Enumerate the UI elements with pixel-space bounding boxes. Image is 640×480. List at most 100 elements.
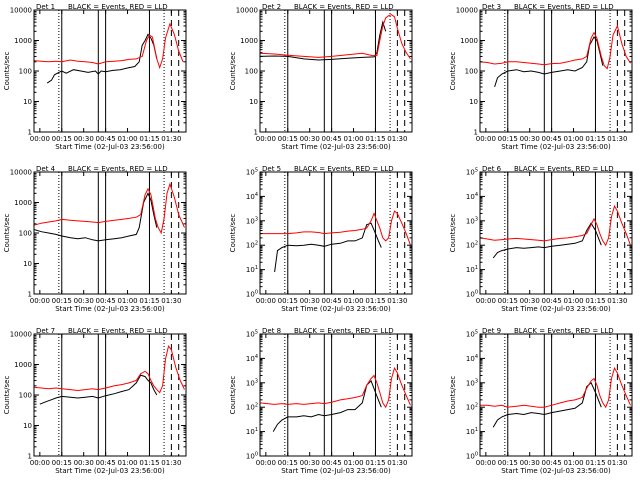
x-axis-label: Start Time (02-Jul-03 23:56:00)	[501, 305, 611, 313]
series-events	[492, 381, 602, 428]
x-tick-label: 00:00	[256, 459, 276, 467]
x-tick-label: 00:30	[74, 135, 94, 143]
y-tick-label: 102	[246, 241, 258, 250]
y-tick-label: 10	[249, 98, 258, 106]
y-tick-label: 100	[466, 452, 478, 461]
x-tick-label: 00:30	[300, 459, 320, 467]
y-tick-label: 101	[466, 427, 478, 436]
y-tick-label: 101	[246, 427, 258, 436]
series-events	[46, 33, 158, 84]
x-tick-label: 01:15	[139, 297, 159, 305]
x-tick-label: 00:45	[542, 297, 562, 305]
x-tick-label: 01:30	[387, 297, 407, 305]
y-tick-label: 100	[246, 290, 258, 299]
panel-title: Det 4	[36, 165, 56, 173]
y-tick-label: 103	[246, 216, 258, 225]
series-lld	[480, 366, 631, 409]
y-tick-label: 10000	[236, 7, 258, 15]
plot-frame	[33, 171, 187, 295]
x-tick-label: 00:15	[498, 135, 518, 143]
series-events	[33, 192, 158, 242]
panel-title: Det 7	[36, 327, 55, 335]
detector-panel-2: 00:00 00:15 00:30 00:45 01:00 01:15 01:30 1 10 10…	[229, 3, 413, 151]
series-events	[494, 36, 604, 88]
panel-subtitle: BLACK = Events, RED = LLD	[294, 327, 394, 335]
x-tick-label: 01:00	[343, 135, 363, 143]
panel-subtitle: BLACK = Events, RED = LLD	[514, 3, 614, 11]
series-lld	[479, 204, 631, 247]
y-tick-label: 104	[246, 354, 258, 363]
panel-subtitle: BLACK = Events, RED = LLD	[68, 327, 168, 335]
panel-title: Det 5	[262, 165, 281, 173]
y-tick-label: 1000	[460, 37, 478, 45]
x-tick-label: 00:30	[74, 297, 94, 305]
x-tick-label: 01:15	[585, 135, 605, 143]
panel-subtitle: BLACK = Events, RED = LLD	[68, 165, 168, 173]
x-tick-label: 00:00	[256, 135, 276, 143]
series-lld	[33, 344, 185, 394]
x-tick-label: 00:45	[322, 135, 342, 143]
x-axis-label: Start Time (02-Jul-03 23:56:00)	[55, 143, 165, 151]
x-tick-label: 00:00	[476, 135, 496, 143]
y-tick-label: 10000	[10, 7, 32, 15]
y-tick-label: 1	[28, 129, 32, 137]
series-events	[259, 20, 387, 61]
panel-subtitle: BLACK = Events, RED = LLD	[514, 327, 614, 335]
y-tick-label: 102	[466, 403, 478, 412]
x-tick-label: 00:45	[322, 297, 342, 305]
x-tick-label: 00:45	[322, 459, 342, 467]
series-lld	[259, 14, 411, 60]
y-tick-label: 10	[23, 422, 32, 430]
x-tick-label: 00:30	[74, 459, 94, 467]
y-axis-label: Counts/sec	[229, 52, 237, 91]
x-tick-label: 01:30	[161, 135, 181, 143]
y-axis-label: Counts/sec	[449, 376, 457, 415]
y-tick-label: 104	[466, 192, 478, 201]
plot-frame	[479, 9, 633, 133]
y-tick-label: 100	[466, 290, 478, 299]
panel-title: Det 2	[262, 3, 281, 11]
x-tick-label: 01:15	[365, 135, 385, 143]
x-tick-label: 01:15	[585, 459, 605, 467]
y-tick-label: 10000	[10, 331, 32, 339]
y-tick-label: 10	[23, 260, 32, 268]
plot-frame	[259, 171, 413, 295]
y-tick-label: 1000	[14, 361, 32, 369]
series-lld	[260, 210, 411, 246]
panel-title: Det 8	[262, 327, 281, 335]
panel-subtitle: BLACK = Events, RED = LLD	[294, 165, 394, 173]
panel-title: Det 1	[36, 3, 55, 11]
y-tick-label: 100	[19, 68, 32, 76]
x-tick-label: 00:00	[476, 459, 496, 467]
series-events	[272, 380, 382, 432]
x-tick-label: 00:00	[256, 297, 276, 305]
x-tick-label: 00:15	[52, 135, 72, 143]
y-axis-label: Counts/sec	[3, 52, 11, 91]
x-tick-label: 00:30	[300, 135, 320, 143]
y-tick-label: 1000	[14, 199, 32, 207]
detector-panel-5: 00:00 00:15 00:30 00:45 01:00 01:15 01:30 100 10…	[229, 165, 413, 313]
detector-panel-9: 00:00 00:15 00:30 00:45 01:00 01:15 01:30 100 10…	[449, 327, 633, 475]
y-tick-label: 1	[474, 129, 478, 137]
x-tick-label: 00:30	[300, 297, 320, 305]
y-axis-label: Counts/sec	[229, 214, 237, 253]
x-tick-label: 01:00	[343, 459, 363, 467]
x-tick-label: 01:15	[585, 297, 605, 305]
x-tick-label: 00:00	[30, 135, 50, 143]
y-tick-label: 100	[246, 452, 258, 461]
x-tick-label: 01:30	[607, 297, 627, 305]
x-tick-label: 00:00	[30, 297, 50, 305]
x-axis-label: Start Time (02-Jul-03 23:56:00)	[501, 467, 611, 475]
y-tick-label: 103	[466, 378, 478, 387]
y-tick-label: 105	[246, 330, 258, 339]
y-tick-label: 105	[466, 168, 478, 177]
y-tick-label: 103	[246, 378, 258, 387]
y-axis-label: Counts/sec	[3, 214, 11, 253]
series-lld	[33, 182, 185, 235]
y-tick-label: 101	[466, 265, 478, 274]
plot-frame	[479, 171, 633, 295]
x-tick-label: 01:00	[117, 135, 137, 143]
x-tick-label: 00:15	[278, 459, 298, 467]
y-tick-label: 10	[469, 98, 478, 106]
x-tick-label: 00:15	[278, 297, 298, 305]
